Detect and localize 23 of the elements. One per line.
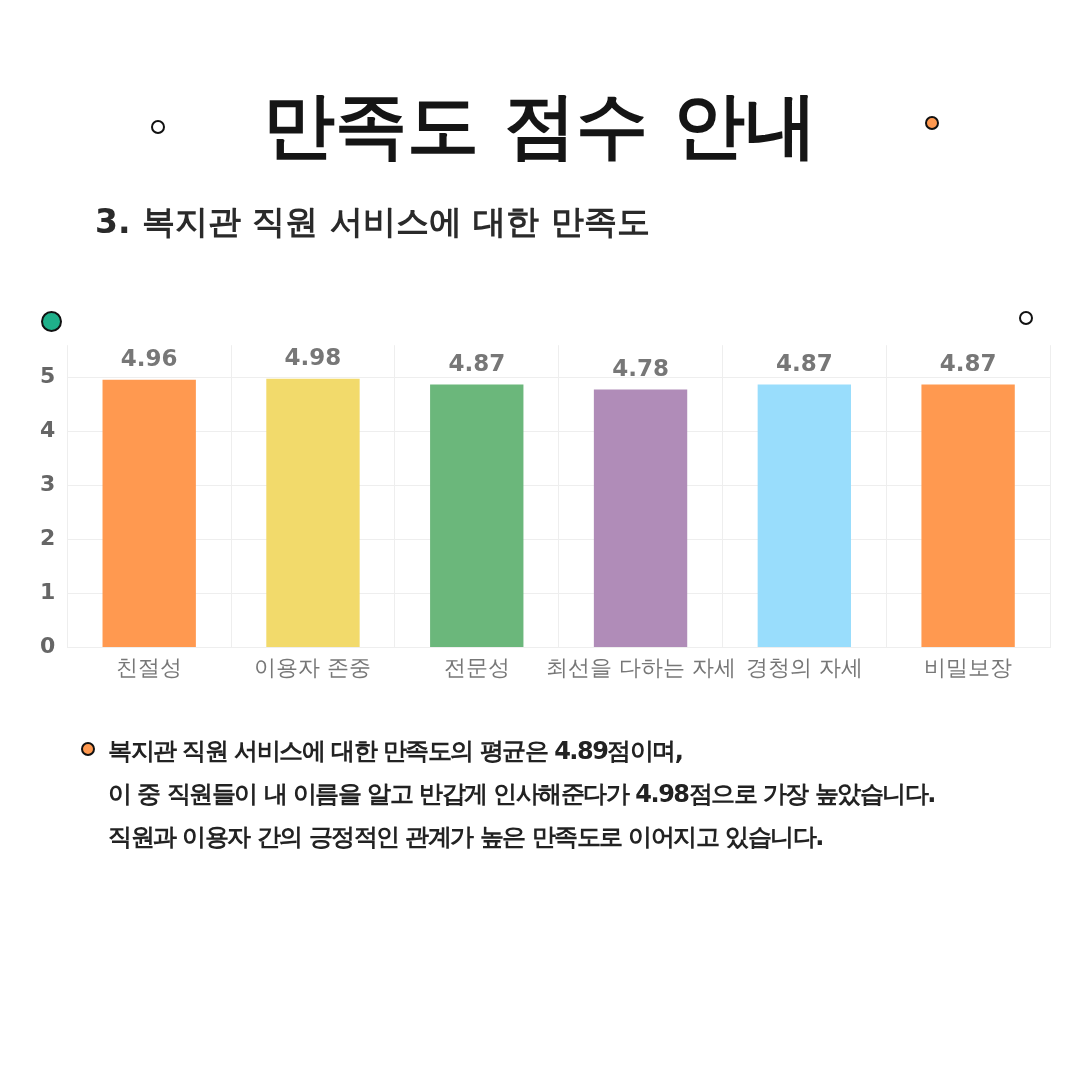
chart-title: 만족도 점수 안내 (261, 82, 819, 169)
x-tick-label: 최선을 다하는 자세 (545, 654, 736, 680)
x-tick-label: 친절성 (116, 654, 183, 680)
x-tick-label: 경청의 자세 (745, 654, 863, 680)
text: 직원과 이용자 간의 긍정적인 관계가 높은 만족도로 이어지고 있습니다. (108, 822, 824, 853)
data-label: 4.78 (612, 354, 669, 381)
chart-subtitle: 3. 복지관 직원 서비스에 대한 만족도 (95, 201, 650, 243)
data-label: 4.87 (775, 350, 833, 377)
x-tick-label: 이용자 존중 (254, 654, 372, 680)
y-tick-label: 2 (40, 525, 56, 551)
data-label: 4.87 (448, 350, 506, 377)
y-tick-label: 4 (40, 417, 56, 443)
y-tick-label: 1 (40, 579, 56, 605)
data-label: 4.87 (939, 350, 997, 377)
text: 복지관 직원 서비스에 대한 만족도의 평균은 4.89점이며, (108, 736, 684, 767)
y-tick-label: 3 (40, 471, 56, 497)
x-tick-label: 비밀보장 (924, 654, 1013, 680)
text: 이 중 직원들이 내 이름을 알고 반갑게 인사해준다가 4.98점으로 가장 높았습니다. (108, 779, 935, 810)
data-label: 4.96 (120, 345, 178, 372)
data-label: 4.98 (284, 344, 342, 371)
x-tick-label: 전문성 (443, 654, 510, 680)
y-tick-label: 5 (40, 363, 56, 389)
y-tick-label: 0 (40, 633, 56, 659)
